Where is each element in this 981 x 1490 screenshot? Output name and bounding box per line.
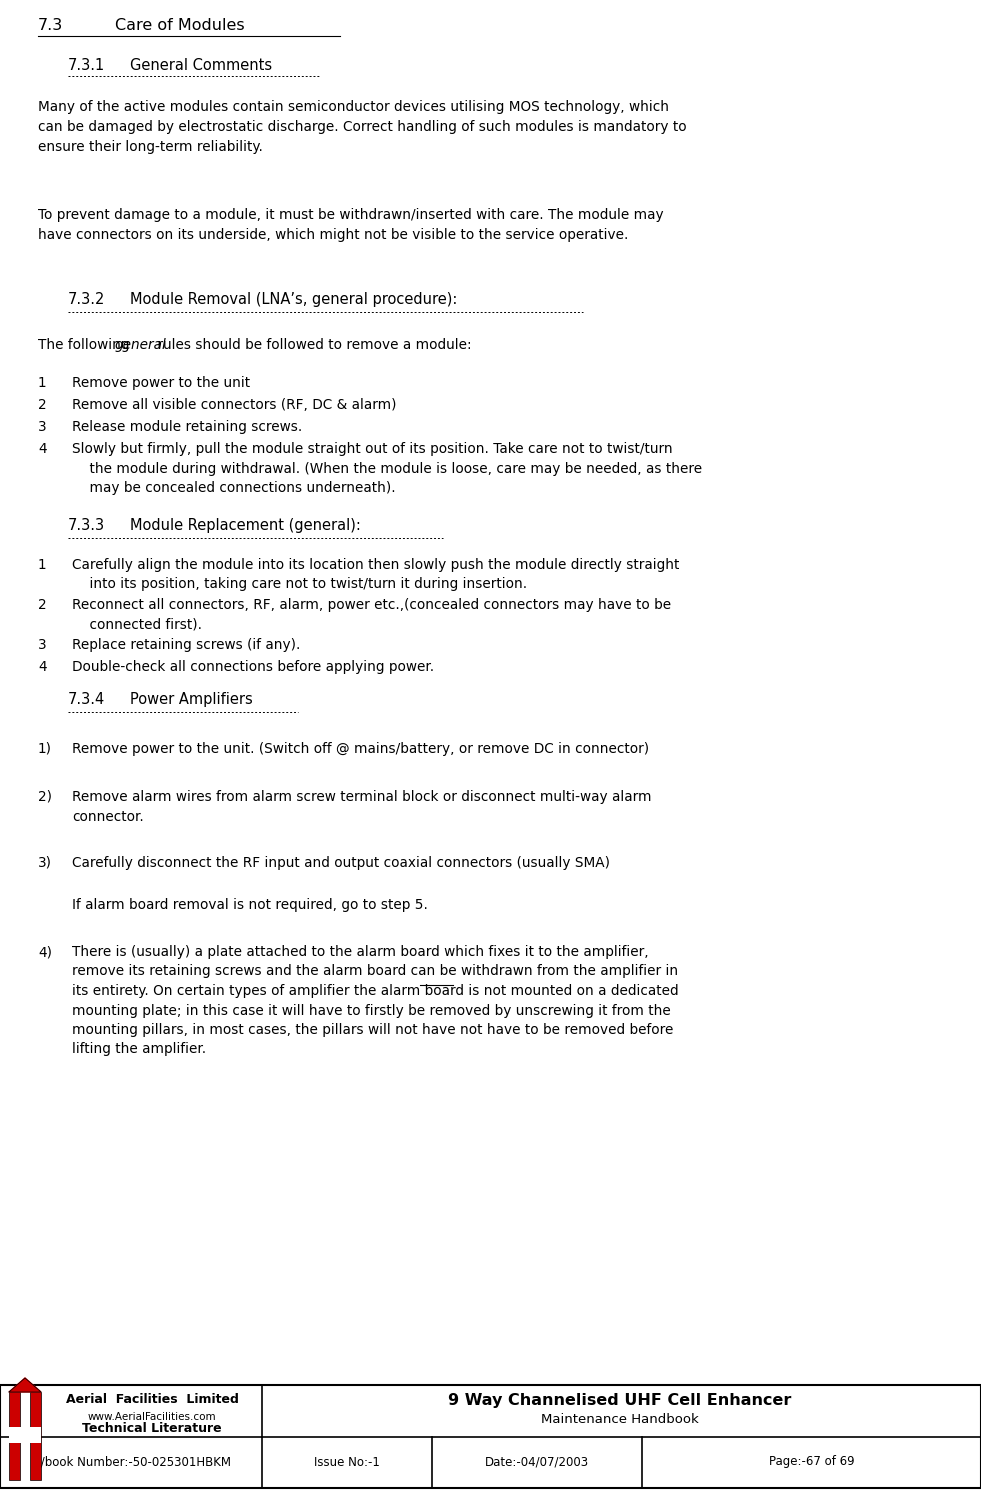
Text: 7.3.4: 7.3.4 — [68, 691, 105, 706]
Text: 4: 4 — [38, 660, 47, 673]
Text: Double-check all connections before applying power.: Double-check all connections before appl… — [72, 660, 435, 673]
Text: Date:-04/07/2003: Date:-04/07/2003 — [485, 1456, 589, 1469]
Text: Remove alarm wires from alarm screw terminal block or disconnect multi-way alarm: Remove alarm wires from alarm screw term… — [72, 790, 651, 824]
Bar — [30, 1392, 41, 1480]
Text: 3): 3) — [38, 855, 52, 870]
Text: Module Replacement (general):: Module Replacement (general): — [130, 519, 361, 533]
Text: Many of the active modules contain semiconductor devices utilising MOS technolog: Many of the active modules contain semic… — [38, 100, 687, 153]
Text: Reconnect all connectors, RF, alarm, power etc.,(concealed connectors may have t: Reconnect all connectors, RF, alarm, pow… — [72, 597, 671, 632]
Text: Slowly but firmly, pull the module straight out of its position. Take care not t: Slowly but firmly, pull the module strai… — [72, 443, 702, 495]
Text: To prevent damage to a module, it must be withdrawn/inserted with care. The modu: To prevent damage to a module, it must b… — [38, 209, 663, 241]
Text: 7.3.3: 7.3.3 — [68, 519, 105, 533]
Text: Remove power to the unit: Remove power to the unit — [72, 375, 250, 390]
Text: Carefully disconnect the RF input and output coaxial connectors (usually SMA): Carefully disconnect the RF input and ou… — [72, 855, 610, 870]
Text: 1: 1 — [38, 375, 47, 390]
Text: 2): 2) — [38, 790, 52, 805]
Text: 4: 4 — [38, 443, 47, 456]
Text: General Comments: General Comments — [130, 58, 272, 73]
Text: 7.3: 7.3 — [38, 18, 63, 33]
Text: 1): 1) — [38, 742, 52, 755]
Text: Technical Literature: Technical Literature — [82, 1421, 222, 1435]
Text: Issue No:-1: Issue No:-1 — [314, 1456, 380, 1469]
Bar — [0, 1386, 981, 1489]
Text: 3: 3 — [38, 638, 47, 653]
Text: 4): 4) — [38, 945, 52, 960]
Text: 2: 2 — [38, 398, 47, 413]
Text: Power Amplifiers: Power Amplifiers — [130, 691, 253, 706]
Text: The following: The following — [38, 338, 133, 352]
Text: 9 Way Channelised UHF Cell Enhancer: 9 Way Channelised UHF Cell Enhancer — [448, 1393, 792, 1408]
Text: Aerial  Facilities  Limited: Aerial Facilities Limited — [66, 1393, 238, 1407]
Text: 7.3.1: 7.3.1 — [68, 58, 105, 73]
Text: There is (usually) a plate attached to the alarm board which fixes it to the amp: There is (usually) a plate attached to t… — [72, 945, 679, 1056]
Text: Release module retaining screws.: Release module retaining screws. — [72, 420, 302, 434]
Text: Module Removal (LNA’s, general procedure):: Module Removal (LNA’s, general procedure… — [130, 292, 457, 307]
Text: Remove power to the unit. (Switch off @ mains/battery, or remove DC in connector: Remove power to the unit. (Switch off @ … — [72, 742, 649, 755]
Text: Replace retaining screws (if any).: Replace retaining screws (if any). — [72, 638, 300, 653]
Text: 7.3.2: 7.3.2 — [68, 292, 105, 307]
Polygon shape — [9, 1378, 41, 1392]
Text: Page:-67 of 69: Page:-67 of 69 — [769, 1456, 854, 1469]
Text: rules should be followed to remove a module:: rules should be followed to remove a mod… — [153, 338, 472, 352]
Text: Carefully align the module into its location then slowly push the module directl: Carefully align the module into its loca… — [72, 557, 680, 592]
Text: Maintenance Handbook: Maintenance Handbook — [542, 1413, 698, 1426]
Text: Care of Modules: Care of Modules — [115, 18, 244, 33]
Text: H/book Number:-50-025301HBKM: H/book Number:-50-025301HBKM — [31, 1456, 231, 1469]
Text: general: general — [115, 338, 167, 352]
Text: Remove all visible connectors (RF, DC & alarm): Remove all visible connectors (RF, DC & … — [72, 398, 396, 413]
Bar — [9, 1427, 41, 1442]
Text: 1: 1 — [38, 557, 47, 572]
Text: If alarm board removal is not required, go to step 5.: If alarm board removal is not required, … — [72, 898, 428, 912]
Bar — [9, 1392, 20, 1480]
Text: www.AerialFacilities.com: www.AerialFacilities.com — [87, 1413, 217, 1421]
Text: 3: 3 — [38, 420, 47, 434]
Text: 2: 2 — [38, 597, 47, 612]
